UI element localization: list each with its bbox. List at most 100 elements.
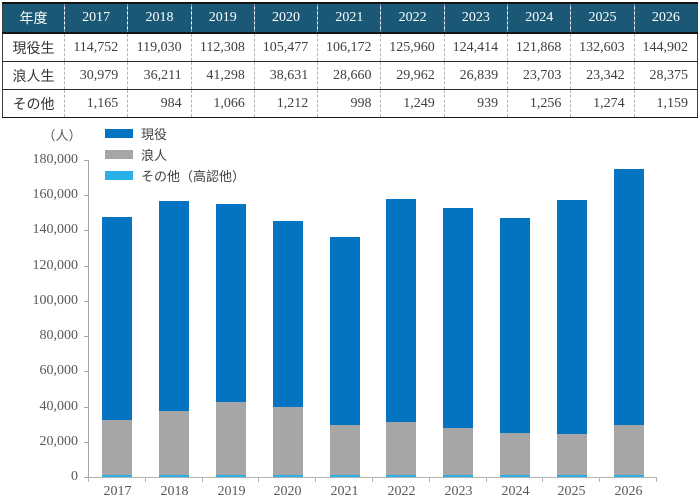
table-header: 年度 2017 2018 2019 2020 2021 2022 2023 2024 2025 20…	[2, 3, 698, 34]
table-year-header: 2025	[570, 3, 635, 34]
table-row: 現役生 114,752 119,030 112,308 105,477 106,172 12…	[2, 33, 698, 62]
table-cell: 125,960	[380, 33, 445, 62]
legend-item-ronin: 浪人	[105, 148, 245, 163]
table-cell: 28,660	[317, 61, 381, 90]
bar-segment	[216, 402, 246, 475]
bar-segment	[500, 475, 530, 477]
table-cell: 132,603	[570, 33, 635, 62]
legend-label: 浪人	[141, 148, 168, 163]
x-tick-mark	[429, 478, 430, 482]
table-cell: 119,030	[127, 33, 192, 62]
x-tick-label: 2019	[217, 484, 246, 499]
y-tick-mark	[84, 266, 88, 267]
bar-segment	[614, 425, 644, 475]
x-tick-label: 2022	[387, 484, 416, 499]
y-tick-mark	[84, 477, 88, 478]
table-year-header: 2024	[507, 3, 571, 34]
bar-segment	[557, 475, 587, 477]
bar-segment	[159, 201, 189, 411]
table-cell: 1,249	[380, 89, 445, 118]
bar-segment	[102, 420, 132, 475]
table-year-header: 2022	[380, 3, 445, 34]
y-tick-label: 0	[71, 469, 78, 484]
table-body: 現役生 114,752 119,030 112,308 105,477 106,172 12…	[2, 33, 698, 118]
x-tick-label: 2017	[103, 484, 132, 499]
y-tick-mark	[84, 230, 88, 231]
table-row-label: 現役生	[2, 33, 65, 62]
table-cell: 1,256	[507, 89, 571, 118]
table-cell: 114,752	[63, 33, 128, 62]
bar-segment	[614, 169, 644, 425]
y-tick-mark	[84, 407, 88, 408]
bar-segment	[273, 407, 303, 475]
legend-item-current: 現役	[105, 127, 245, 142]
table-row: 浪人生 30,979 36,211 41,298 38,631 28,660 29,962 2…	[2, 61, 698, 90]
bar-segment	[443, 208, 473, 428]
y-tick-label: 80,000	[39, 328, 79, 343]
table-cell: 23,342	[570, 61, 635, 90]
table-year-header: 2018	[127, 3, 192, 34]
y-tick-mark	[84, 336, 88, 337]
bar-segment	[330, 475, 360, 477]
y-tick-mark	[84, 160, 88, 161]
x-tick-mark	[88, 478, 89, 482]
x-tick-label: 2018	[160, 484, 189, 499]
table-cell: 106,172	[317, 33, 381, 62]
bar-segment	[273, 475, 303, 477]
y-tick-label: 40,000	[39, 399, 79, 414]
x-tick-label: 2026	[614, 484, 643, 499]
table-cell: 1,212	[253, 89, 318, 118]
y-tick-label: 120,000	[32, 258, 79, 273]
bar-segment	[557, 200, 587, 434]
legend-swatch-current-icon	[105, 129, 133, 138]
x-tick-mark	[145, 478, 146, 482]
bar-segment	[386, 199, 416, 422]
y-tick-label: 180,000	[32, 152, 79, 167]
table-cell: 1,159	[633, 89, 698, 118]
x-axis-line	[88, 477, 657, 478]
bar-segment	[500, 433, 530, 475]
x-tick-mark	[486, 478, 487, 482]
table-year-header: 2019	[190, 3, 255, 34]
table-year-header: 2026	[633, 3, 698, 34]
bar-segment	[216, 204, 246, 402]
bar-segment	[102, 217, 132, 420]
table-cell: 41,298	[190, 61, 255, 90]
table-row-label: その他	[2, 89, 65, 118]
table-cell: 998	[317, 89, 381, 118]
bar-segment	[386, 422, 416, 475]
table-cell: 38,631	[253, 61, 318, 90]
bar-segment	[500, 218, 530, 433]
table-year-header: 2023	[443, 3, 508, 34]
y-tick-label: 20,000	[39, 434, 79, 449]
table-cell: 112,308	[190, 33, 255, 62]
legend-item-other: その他（高認他）	[105, 169, 245, 184]
x-tick-mark	[656, 478, 657, 482]
x-tick-label: 2025	[557, 484, 586, 499]
legend-label: 現役	[141, 127, 168, 142]
y-tick-mark	[84, 195, 88, 196]
table-year-header: 2020	[253, 3, 318, 34]
x-tick-mark	[542, 478, 543, 482]
table-cell: 121,868	[507, 33, 571, 62]
legend-swatch-ronin-icon	[105, 150, 133, 159]
bar-segment	[614, 475, 644, 477]
legend-swatch-other-icon	[105, 171, 133, 180]
table-row: その他 1,165 984 1,066 1,212 998 1,249 939 1,256 1,2…	[2, 89, 698, 118]
y-tick-label: 160,000	[32, 187, 79, 202]
x-tick-mark	[315, 478, 316, 482]
x-tick-label: 2021	[330, 484, 359, 499]
table-cell: 144,902	[633, 33, 698, 62]
table-cell: 28,375	[633, 61, 698, 90]
bar-segment	[273, 221, 303, 407]
table-cell: 30,979	[63, 61, 128, 90]
bar-segment	[159, 411, 189, 475]
table-cell: 26,839	[443, 61, 508, 90]
bar-segment	[159, 475, 189, 477]
x-tick-mark	[258, 478, 259, 482]
bar-segment	[102, 475, 132, 477]
table-cell: 984	[127, 89, 192, 118]
y-axis-line	[88, 160, 89, 478]
table-cell: 124,414	[443, 33, 508, 62]
